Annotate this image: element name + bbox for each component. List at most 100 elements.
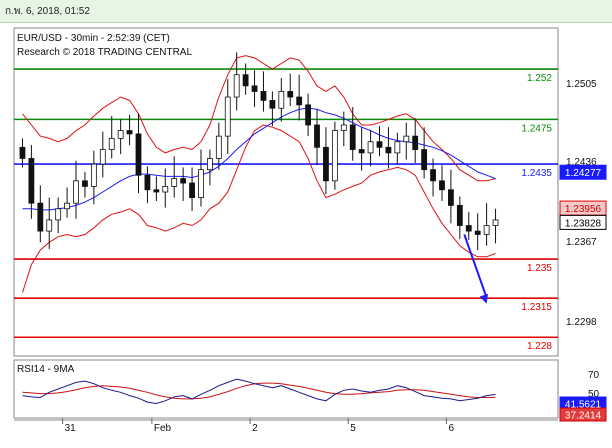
price-tag-label: 1.23956 — [565, 204, 602, 215]
time-axis: 31 Feb 2 5 6 — [62, 418, 454, 434]
candle-body — [305, 104, 311, 126]
candle-body — [171, 178, 178, 187]
forecast-arrow — [463, 234, 488, 304]
x-tick-label: 5 — [350, 423, 356, 434]
candle-body — [430, 169, 436, 182]
candle-body — [421, 149, 428, 171]
candle-body — [269, 99, 276, 109]
rsi-tick-label: 70 — [588, 370, 600, 381]
candle-body — [331, 130, 338, 182]
candle-body — [82, 180, 88, 187]
candle-body — [180, 178, 187, 184]
y-tick-label: 1.2367 — [566, 237, 597, 248]
candle-body — [19, 146, 26, 159]
candle-body — [492, 219, 499, 226]
level-label: 1.235 — [527, 263, 552, 274]
forecast-arrow-shaft — [463, 234, 488, 299]
price-tag-box — [559, 164, 607, 180]
support-resistance-levels: 1.252 1.2475 1.2435 1.235 1.2315 1.228 — [14, 68, 558, 352]
chart-credit-line: Research © 2018 TRADING CENTRAL — [17, 47, 192, 58]
price-tags: 1.24277 1.23956 1.23828 — [559, 164, 607, 230]
candle-body — [412, 135, 419, 150]
candle-body — [251, 85, 258, 92]
bollinger-upper-line — [22, 55, 496, 182]
candle-body — [189, 182, 195, 198]
candle-body — [448, 189, 454, 206]
rsi-tag-box — [559, 407, 607, 422]
y-tick-label: 1.2505 — [566, 79, 597, 90]
candle-body — [46, 219, 53, 232]
rsi-title: RSI14 - 9MA — [17, 364, 75, 375]
candle-body — [73, 180, 79, 204]
x-tick-label: 2 — [252, 423, 258, 434]
candle-body — [37, 202, 44, 232]
candle-body — [403, 135, 410, 143]
candle-body — [323, 146, 329, 182]
candle-body — [126, 130, 133, 135]
forecast-arrow-head — [479, 293, 488, 304]
candle-body — [99, 149, 106, 165]
timestamp: ก.พ. 6, 2018, 01:52 — [5, 6, 90, 17]
candle-body — [153, 189, 160, 193]
chart-symbol-line: EUR/USD - 30min - 2:52:39 (CET) — [17, 33, 170, 44]
candle-body — [233, 74, 240, 98]
candle-body — [108, 137, 115, 150]
level-label: 1.252 — [527, 73, 552, 84]
candle-body — [117, 130, 124, 139]
level-label: 1.2435 — [521, 168, 552, 179]
price-tag-label: 1.24277 — [565, 168, 602, 179]
level-label: 1.2315 — [521, 302, 552, 313]
candle-body — [207, 158, 213, 171]
price-panel-frame — [13, 27, 559, 357]
candle-body — [28, 158, 35, 204]
bollinger-lower-line — [22, 124, 496, 293]
candle-body — [162, 186, 169, 193]
candle-body — [483, 225, 490, 235]
rsi-tag-label: 37.2414 — [565, 411, 602, 422]
price-tag-label: 1.23828 — [565, 218, 602, 229]
x-tick-label: Feb — [154, 423, 172, 434]
candle-body — [287, 91, 294, 98]
candle-body — [135, 133, 142, 176]
candle-body — [90, 163, 97, 187]
timestamp-bar: ก.พ. 6, 2018, 01:52 — [0, 0, 612, 23]
level-label: 1.228 — [527, 341, 552, 352]
candle-body — [367, 141, 374, 154]
level-label: 1.2475 — [521, 123, 552, 134]
candlesticks — [19, 52, 499, 251]
rsi-ma-line — [22, 382, 496, 400]
candle-body — [278, 91, 285, 109]
candle-body — [340, 124, 347, 131]
candle-body — [144, 174, 151, 191]
candle-body — [439, 180, 445, 191]
candle-body — [456, 205, 463, 226]
x-tick-label: 31 — [65, 423, 77, 434]
bollinger-bands — [22, 55, 496, 293]
candle-body — [474, 230, 481, 235]
rsi-lines — [22, 378, 496, 405]
x-tick-label: 6 — [448, 423, 454, 434]
price-tag-box — [559, 214, 607, 230]
rsi-panel-frame — [13, 359, 559, 419]
rsi-line — [22, 378, 496, 405]
candle-body — [198, 169, 204, 198]
rsi-tick-label: 50 — [588, 389, 600, 400]
candle-body — [349, 124, 356, 150]
candle-body — [394, 141, 401, 154]
candle-body — [224, 96, 231, 137]
candle-body — [242, 74, 249, 87]
y-tick-label: 1.2436 — [566, 157, 597, 168]
candle-body — [314, 124, 320, 148]
candle-body — [465, 225, 472, 232]
candle-body — [358, 149, 365, 154]
candle-body — [64, 202, 70, 210]
candle-body — [376, 141, 383, 148]
candle-body — [296, 96, 303, 106]
candle-body — [260, 91, 267, 101]
candle-body — [385, 146, 392, 154]
rsi-tag-label: 41.5621 — [565, 400, 602, 411]
y-tick-label: 1.2298 — [566, 317, 597, 328]
